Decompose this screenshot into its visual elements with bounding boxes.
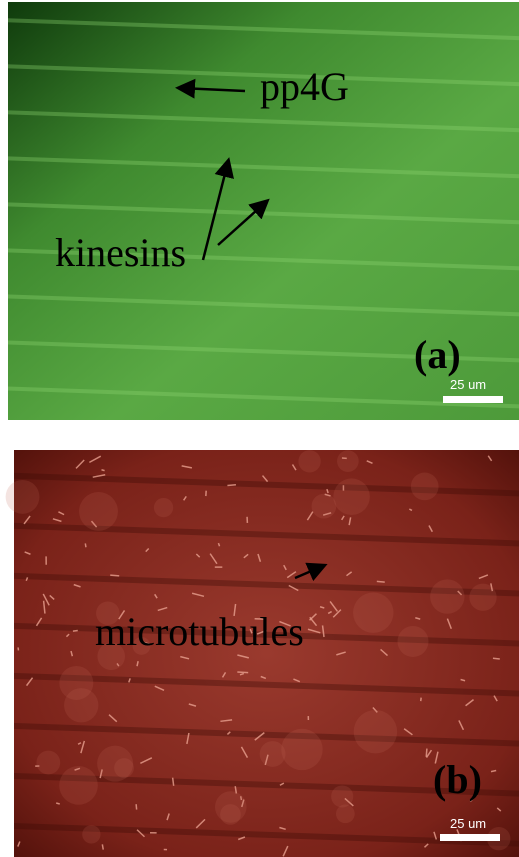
glow bbox=[298, 450, 320, 472]
microtubule bbox=[227, 485, 236, 486]
glow bbox=[333, 478, 370, 515]
panel-label: (b) bbox=[433, 757, 482, 802]
glow bbox=[59, 766, 98, 805]
glow bbox=[337, 450, 359, 472]
glow bbox=[59, 666, 93, 700]
glow bbox=[220, 804, 241, 825]
glow bbox=[79, 492, 118, 531]
microtubule bbox=[101, 470, 104, 471]
panel-a: pp4G kinesins (a) 25 um bbox=[8, 2, 519, 420]
panel-b: microtubules (b) 25 um bbox=[6, 450, 519, 857]
glow bbox=[154, 498, 173, 517]
scale-bar bbox=[443, 396, 503, 403]
microtubule bbox=[218, 543, 219, 546]
glow bbox=[469, 584, 496, 611]
microtubule bbox=[377, 581, 385, 582]
page: pp4G kinesins (a) 25 um microtubules (b)… bbox=[0, 0, 519, 857]
microtubule bbox=[493, 658, 500, 659]
glow bbox=[331, 785, 353, 807]
microtubule bbox=[110, 575, 119, 576]
glow bbox=[336, 804, 355, 823]
glow bbox=[397, 626, 428, 657]
glow bbox=[114, 758, 134, 778]
microtubule bbox=[237, 672, 248, 673]
scale-bar bbox=[440, 834, 500, 841]
microtubule bbox=[426, 749, 427, 757]
microtubule bbox=[56, 803, 60, 804]
glow bbox=[281, 729, 322, 770]
annotation: microtubules bbox=[95, 609, 304, 654]
panel-label: (a) bbox=[414, 332, 461, 377]
glow bbox=[260, 741, 286, 767]
microtubule bbox=[173, 778, 174, 786]
glow bbox=[430, 579, 464, 613]
microtubule bbox=[73, 630, 78, 631]
glow bbox=[82, 825, 100, 843]
glow bbox=[6, 480, 40, 514]
microtubule bbox=[85, 543, 86, 547]
glow bbox=[411, 473, 439, 501]
annotation: kinesins bbox=[55, 230, 186, 275]
microtubule bbox=[102, 844, 103, 849]
scale-bar-label: 25 um bbox=[450, 816, 486, 831]
glow bbox=[36, 751, 60, 775]
scale-bar-label: 25 um bbox=[450, 377, 486, 392]
figure: pp4G kinesins (a) 25 um microtubules (b)… bbox=[0, 0, 519, 857]
glow bbox=[354, 710, 397, 753]
annotation: pp4G bbox=[260, 64, 349, 109]
glow bbox=[312, 494, 337, 519]
glow bbox=[353, 592, 393, 632]
